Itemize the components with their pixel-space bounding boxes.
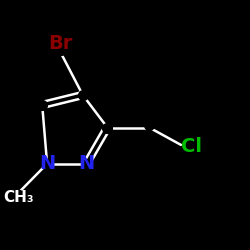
Text: N: N [78, 154, 94, 173]
Text: N: N [39, 154, 55, 173]
Text: CH₃: CH₃ [3, 190, 34, 205]
Text: Br: Br [48, 34, 73, 53]
Text: Cl: Cl [181, 137, 202, 156]
